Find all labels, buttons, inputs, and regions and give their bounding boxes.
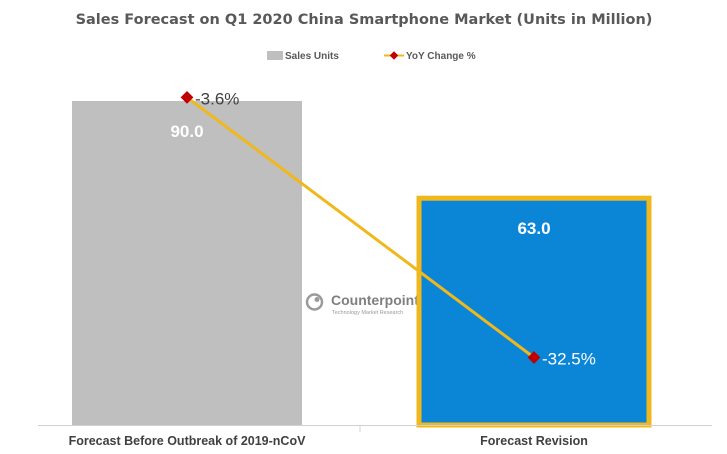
watermark-tagline: Technology Market Research xyxy=(332,310,403,316)
yoy-value-label-1: -3.6% xyxy=(195,89,239,108)
legend-label-yoy: YoY Change % xyxy=(406,51,476,62)
legend-marker-yoy xyxy=(389,51,399,60)
watermark: Counterpoint Technology Market Research xyxy=(305,292,419,316)
bars-layer: 90.0 63.0 xyxy=(72,101,652,428)
legend-swatch-sales-units xyxy=(267,51,283,60)
yoy-value-label-2: -32.5% xyxy=(542,350,596,369)
bar-1 xyxy=(72,101,302,425)
line-layer: -3.6% -32.5% xyxy=(180,89,596,369)
watermark-logo-icon xyxy=(305,293,324,311)
category-label-1: Forecast Before Outbreak of 2019-nCoV xyxy=(69,434,307,448)
bar-value-label-1: 90.0 xyxy=(170,122,203,141)
watermark-name: Counterpoint xyxy=(331,292,419,308)
chart-title: Sales Forecast on Q1 2020 China Smartpho… xyxy=(76,12,653,28)
category-label-2: Forecast Revision xyxy=(480,434,588,448)
yoy-line xyxy=(186,96,535,359)
legend-label-sales-units: Sales Units xyxy=(285,51,339,62)
legend: Sales Units YoY Change % xyxy=(267,51,476,62)
category-labels: Forecast Before Outbreak of 2019-nCoV For… xyxy=(69,434,588,448)
yoy-marker-1 xyxy=(180,91,194,104)
bar-value-label-2: 63.0 xyxy=(517,219,550,238)
